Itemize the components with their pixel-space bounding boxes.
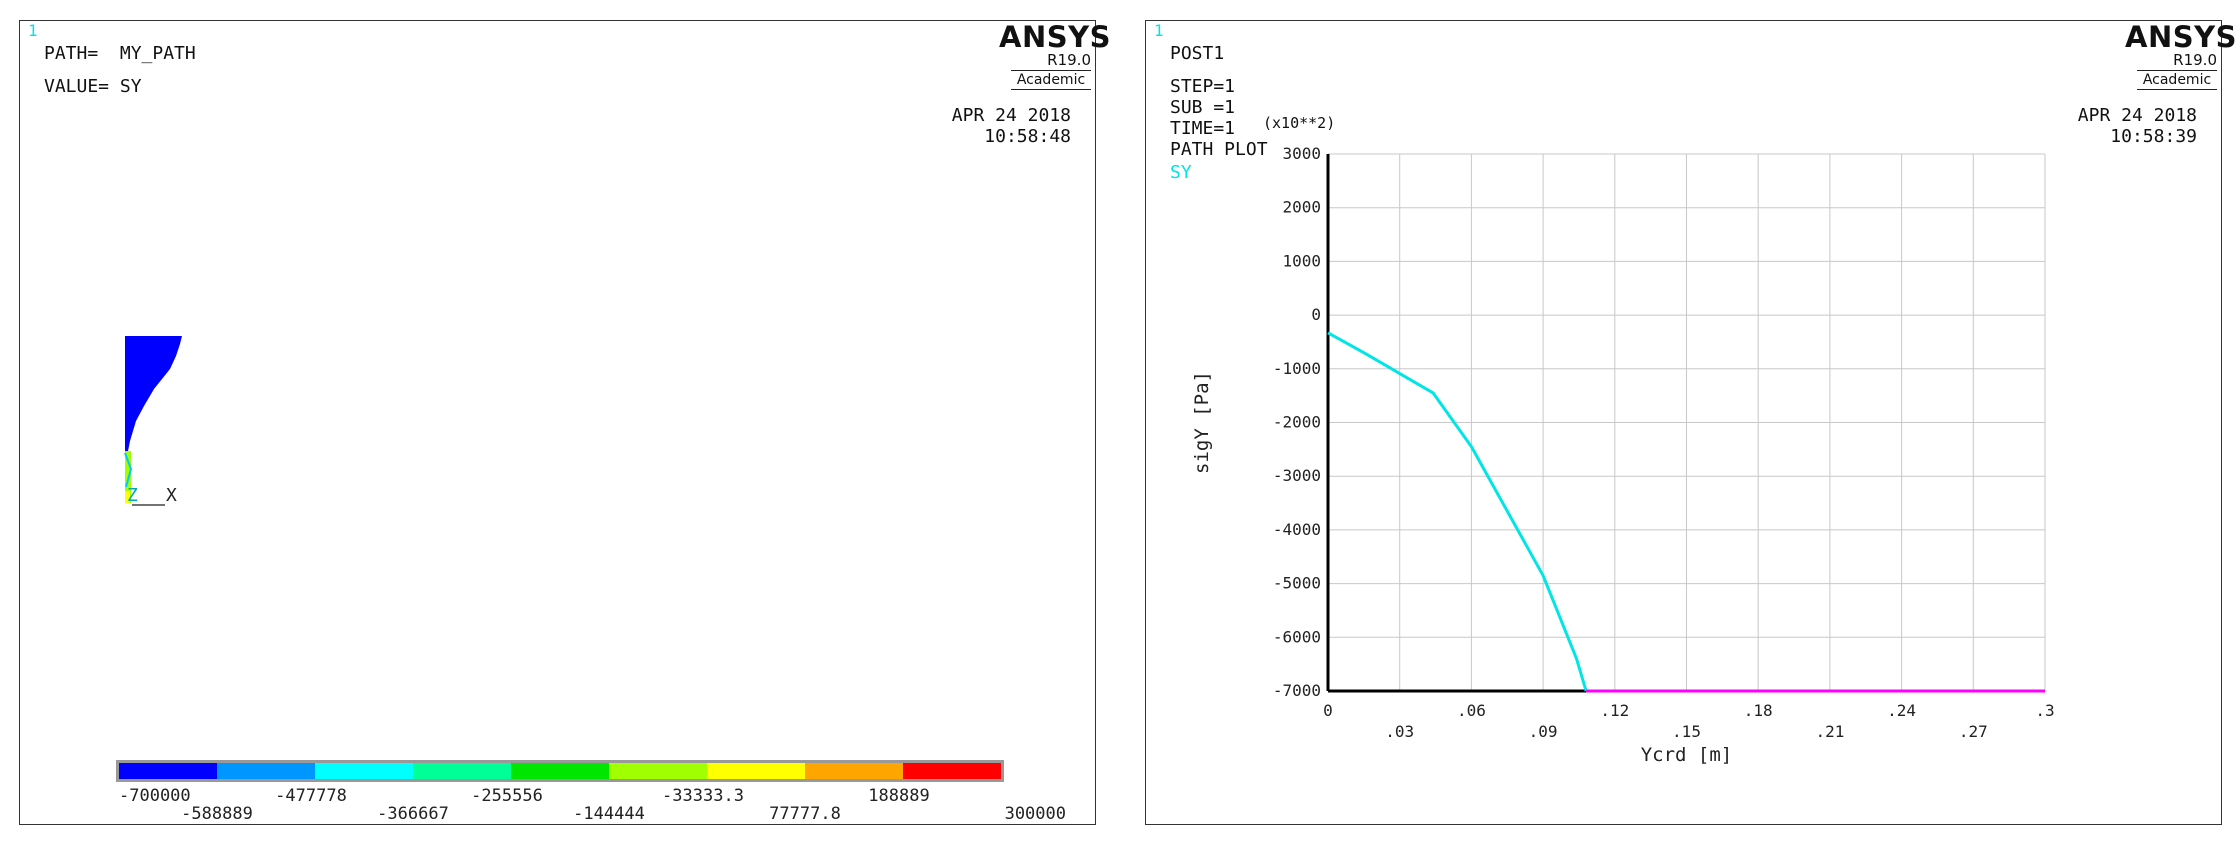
y-tick-label: -6000 xyxy=(1273,627,1321,646)
x-tick-label: .27 xyxy=(1959,722,1988,741)
window-number: 1 xyxy=(28,21,38,40)
x-tick-label: .09 xyxy=(1529,722,1558,741)
path-plot-chart: 3000 2000 1000 0 -1000 -2000 -3000 -4000 -5000 -6… xyxy=(1191,144,2055,766)
series-label-sy: SY xyxy=(1170,162,1192,183)
x-tick-label: .24 xyxy=(1887,701,1916,720)
y-tick-label: -2000 xyxy=(1273,413,1321,432)
y-tick-label: -1000 xyxy=(1273,359,1321,378)
legend-swatch xyxy=(903,763,1001,779)
model-stress-tip xyxy=(125,491,130,503)
time-text: 10:58:39 xyxy=(2110,126,2197,147)
window-number: 1 xyxy=(1154,21,1164,40)
timestamp: APR 24 2018 10:58:48 xyxy=(952,105,1071,147)
logo-version: R19.0 xyxy=(2173,51,2217,69)
x-tick-label: 0 xyxy=(1323,701,1333,720)
y-tick-label: -4000 xyxy=(1273,520,1321,539)
contour-plot-window: 1 PATH= MY_PATH VALUE= SY ANSYS R19.0 Ac… xyxy=(19,20,1111,825)
model-view: Z X -700000 -477778 -255556 -33333.3 188889-… xyxy=(116,336,1066,824)
x-tick-label: .15 xyxy=(1672,722,1701,741)
legend-swatch xyxy=(119,763,217,779)
value-label: VALUE= SY xyxy=(44,76,142,97)
legend-label: -366667 xyxy=(377,804,449,824)
model-shape xyxy=(125,336,182,501)
date-text: APR 24 2018 xyxy=(951,105,1071,126)
x-tick-label: .18 xyxy=(1744,701,1773,720)
y-tick-label: 0 xyxy=(1311,305,1321,324)
legend-label: -588889 xyxy=(181,804,253,824)
y-tick-label: 1000 xyxy=(1282,251,1321,270)
sub-label: SUB =1 xyxy=(1170,97,1236,118)
y-tick-label: 2000 xyxy=(1282,198,1321,217)
legend-swatch xyxy=(609,763,707,779)
x-tick-label: .12 xyxy=(1600,701,1629,720)
logo-edition: Academic xyxy=(2137,70,2217,90)
legend-label: -255556 xyxy=(471,786,543,806)
legend-swatch xyxy=(217,763,315,779)
series-line-sy xyxy=(1327,331,1588,692)
y-multiplier: (x10**2) xyxy=(1263,114,1336,132)
time-text: 10:58:48 xyxy=(984,126,1071,147)
x-tick-label: .03 xyxy=(1385,722,1414,741)
contour-legend: -700000 -477778 -255556 -33333.3 188889 -5888… xyxy=(116,760,1066,824)
post1-label: POST1 xyxy=(1170,43,1225,64)
legend-label: 300000 xyxy=(1005,804,1066,824)
legend-label: -33333.3 xyxy=(662,786,744,806)
y-axis-label: sigY [Pa] xyxy=(1191,371,1213,474)
x-tick-label: .06 xyxy=(1457,701,1486,720)
date-text: APR 24 2018 xyxy=(2077,105,2197,126)
legend-label: -700000 xyxy=(119,786,191,806)
triad-z-label: Z xyxy=(127,485,138,506)
x-tick-label: .21 xyxy=(1815,722,1844,741)
timestamp: APR 24 2018 10:58:39 xyxy=(2078,105,2197,147)
triad-x-label: X xyxy=(166,485,177,506)
legend-swatch xyxy=(707,763,805,779)
y-tick-label: -5000 xyxy=(1273,574,1321,593)
legend-swatch xyxy=(511,763,609,779)
y-tick-label: -7000 xyxy=(1273,681,1321,700)
x-tick-label: .3 xyxy=(2035,701,2054,720)
legend-label: -477778 xyxy=(275,786,347,806)
legend-label: -144444 xyxy=(573,804,645,824)
logo-version: R19.0 xyxy=(1047,51,1091,69)
step-label: STEP=1 xyxy=(1170,76,1236,97)
legend-swatch xyxy=(805,763,903,779)
path-plot-label: PATH PLOT xyxy=(1170,139,1268,160)
logo-edition: Academic xyxy=(1011,70,1091,90)
y-tick-label: -3000 xyxy=(1273,466,1321,485)
legend-label: 188889 xyxy=(868,786,929,806)
legend-swatch xyxy=(315,763,413,779)
time-label: TIME=1 xyxy=(1170,118,1236,139)
path-label: PATH= MY_PATH xyxy=(44,43,196,64)
path-plot-window: 1 POST1 STEP=1 SUB =1 TIME=1 PATH PLOT S… xyxy=(1145,20,2237,825)
model-stress-edge xyxy=(124,452,133,488)
x-axis-label: Ycrd [m] xyxy=(1641,744,1733,766)
y-tick-label: 3000 xyxy=(1282,144,1321,163)
legend-label: 77777.8 xyxy=(769,804,841,824)
legend-swatch xyxy=(413,763,511,779)
